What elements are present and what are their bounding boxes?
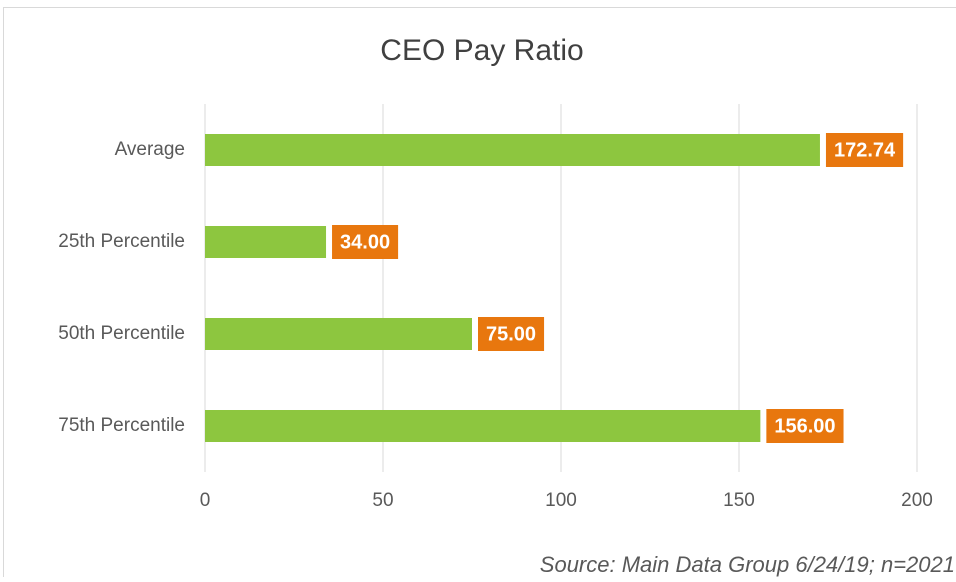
y-tick-label: 50th Percentile [58,323,185,344]
y-tick-label: 75th Percentile [58,415,185,436]
bar [205,226,326,258]
source-note: Source: Main Data Group 6/24/19; n=2021 [540,552,955,577]
x-tick-label: 0 [200,490,211,511]
bar [205,134,820,166]
x-tick-label: 100 [545,490,577,511]
x-tick-label: 150 [723,490,755,511]
y-tick-label: Average [115,139,185,160]
value-label: 156.00 [774,415,835,437]
x-tick-label: 50 [372,490,393,511]
chart-title: CEO Pay Ratio [380,34,583,67]
bar [205,318,472,350]
y-tick-label: 25th Percentile [58,231,185,252]
bar [205,410,760,442]
value-label: 75.00 [486,323,536,345]
value-label: 34.00 [340,231,390,253]
value-label: 172.74 [834,139,896,161]
chart-border [4,8,956,578]
x-tick-label: 200 [901,490,933,511]
